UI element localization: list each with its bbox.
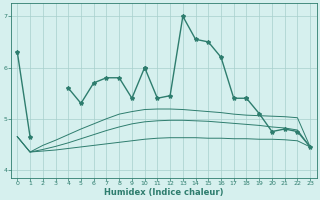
X-axis label: Humidex (Indice chaleur): Humidex (Indice chaleur): [104, 188, 223, 197]
